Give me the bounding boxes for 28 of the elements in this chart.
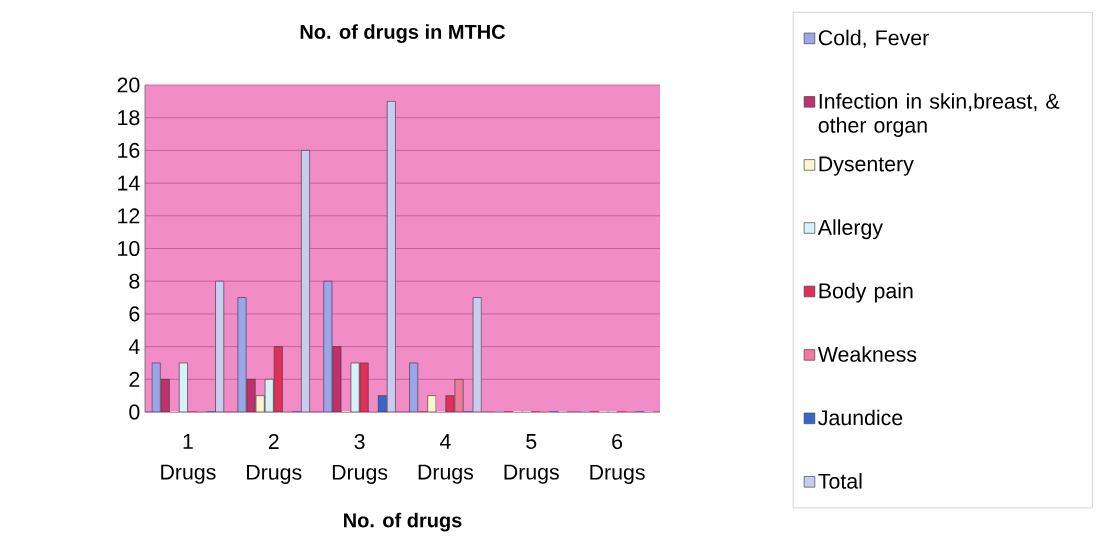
y-tick-label: 2: [129, 371, 140, 387]
bar: [427, 395, 437, 412]
chart-title: No. of drugs in MTHC: [300, 24, 506, 43]
y-tick-label: 8: [129, 273, 140, 289]
y-tick-label: 10: [118, 240, 140, 257]
legend-label: Cold, Fever: [818, 29, 929, 48]
legend-label: Allergy: [817, 219, 883, 240]
y-tick-label: 18: [118, 110, 140, 126]
legend-label: Total: [818, 473, 862, 489]
legend-label: Weakness: [817, 346, 917, 362]
x-tick-label: 6 Drugs: [590, 434, 645, 485]
legend-label: Body pain: [819, 282, 913, 303]
legend-label: Dysentery: [819, 156, 914, 176]
y-tick-label: 14: [118, 175, 140, 191]
legend-label: Jaundice: [818, 409, 903, 426]
x-tick-label: 2 Drugs: [247, 434, 302, 485]
x-tick-label: 1 Drugs: [161, 434, 216, 484]
legend-label: Infection in skin,breast, & other organ: [818, 93, 1060, 138]
x-tick-label: 3 Drugs: [332, 434, 388, 485]
x-tick-label: 4 Drugs: [418, 434, 474, 484]
y-tick-label: 6: [129, 306, 140, 322]
y-tick-label: 16: [118, 142, 140, 158]
y-tick-label: 12: [118, 208, 140, 224]
y-tick-label: 20: [117, 77, 140, 93]
y-tick-label: 4: [128, 339, 140, 354]
x-tick-label: 5 Drugs: [504, 434, 559, 484]
x-axis-title: No. of drugs: [344, 512, 462, 532]
y-tick-label: 0: [129, 404, 140, 420]
